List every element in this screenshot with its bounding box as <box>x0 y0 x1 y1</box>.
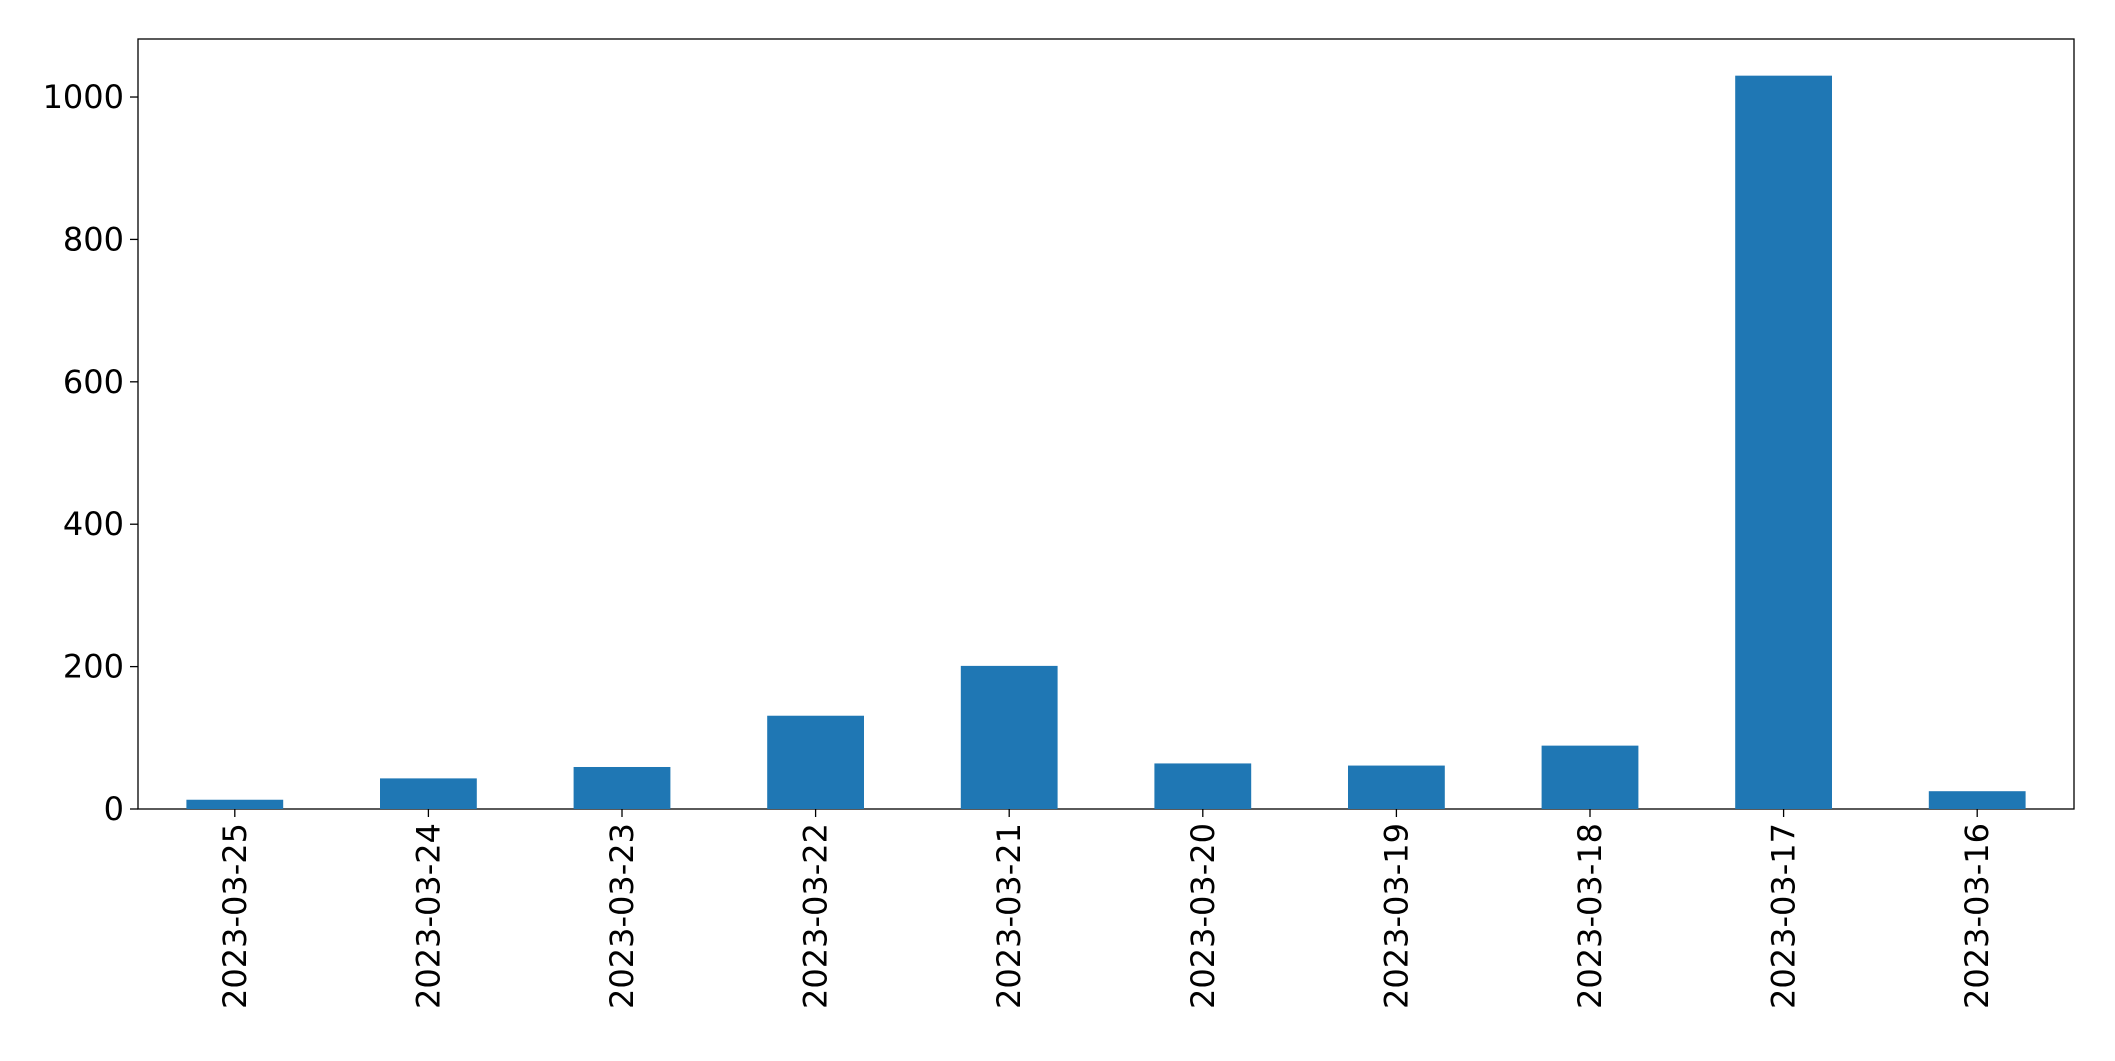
y-tick-label: 0 <box>104 790 124 828</box>
y-tick-label: 200 <box>63 648 124 686</box>
bar <box>1928 791 2026 809</box>
bar <box>960 665 1058 809</box>
x-tick-label: 2023-03-17 <box>1765 823 1803 1009</box>
x-tick-label: 2023-03-16 <box>1958 823 1996 1009</box>
x-tick-label: 2023-03-25 <box>216 823 254 1009</box>
bar <box>1348 765 1445 809</box>
y-tick-label: 800 <box>63 220 124 258</box>
x-tick-label: 2023-03-19 <box>1377 823 1415 1009</box>
bar <box>380 778 477 809</box>
x-tick-label: 2023-03-23 <box>603 823 641 1009</box>
x-tick-label: 2023-03-24 <box>409 823 447 1009</box>
y-tick-label: 600 <box>63 363 124 401</box>
bar <box>186 799 284 809</box>
x-tick-label: 2023-03-22 <box>797 823 835 1009</box>
y-tick-label: 400 <box>63 505 124 543</box>
bar <box>1154 763 1252 809</box>
y-tick-label: 1000 <box>43 78 124 116</box>
x-tick-label: 2023-03-21 <box>990 823 1028 1009</box>
bar <box>1541 745 1639 809</box>
bar <box>1735 75 1832 809</box>
plot-frame <box>137 38 2075 810</box>
bar <box>767 715 864 809</box>
bar <box>573 766 671 809</box>
x-tick-label: 2023-03-20 <box>1184 823 1222 1009</box>
x-tick-label: 2023-03-18 <box>1571 823 1609 1009</box>
